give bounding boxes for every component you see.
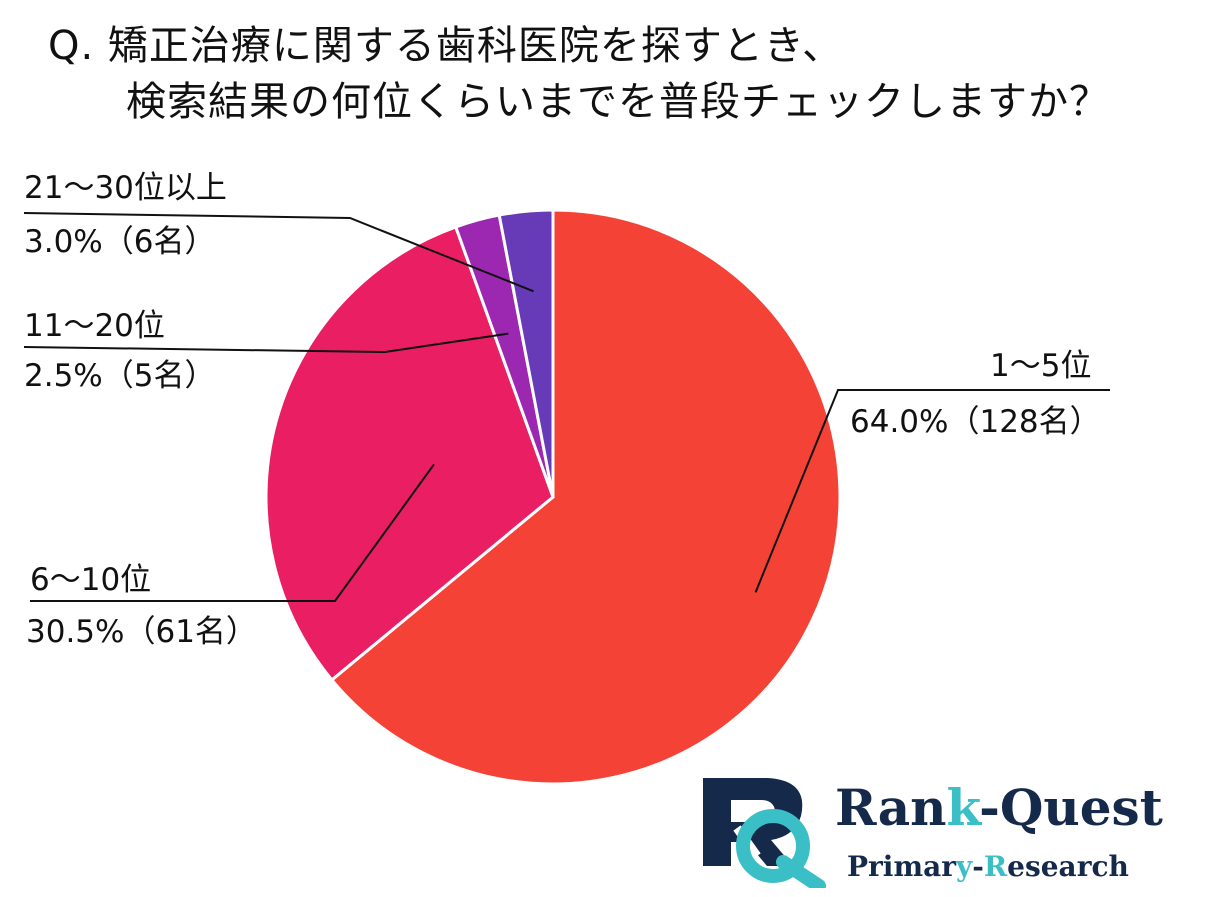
- slice-2-value: 30.5%（61名）: [26, 614, 257, 650]
- logo-name: Rank-Quest: [835, 778, 1163, 837]
- value-slice-1: 64.0%（128名）: [850, 402, 1101, 442]
- logo-sub-part-5: esearch: [1007, 850, 1129, 883]
- slice-4-value: 3.0%（6名）: [24, 224, 216, 260]
- logo-subtitle: Primary-Research: [847, 850, 1129, 883]
- slice-1-value: 64.0%（128名）: [850, 404, 1101, 440]
- rq-logo-icon: [703, 778, 826, 888]
- value-slice-2: 30.5%（61名）: [26, 612, 257, 652]
- logo-name-part-2: k: [946, 778, 980, 837]
- leader-line-1: [754, 389, 1110, 593]
- pie-slice-4: [497, 208, 555, 498]
- leader-line-4: [23, 212, 534, 293]
- logo-sub-part-4: R: [983, 850, 1008, 883]
- logo-name-part-1: Ran: [835, 778, 947, 837]
- slice-3-value: 2.5%（5名）: [24, 358, 216, 394]
- label-slice-3: 11〜20位: [24, 306, 165, 346]
- slice-2-name: 6〜10位: [30, 562, 152, 598]
- slice-3-name: 11〜20位: [24, 308, 165, 344]
- rank-quest-logo: Rank-Quest Primary-Research: [697, 770, 1197, 890]
- logo-sub-part-3: -: [972, 850, 984, 883]
- value-slice-3: 2.5%（5名）: [24, 356, 215, 396]
- slice-4-name: 21〜30位以上: [24, 170, 227, 206]
- pie-slice-1: [329, 208, 842, 786]
- leader-line-2: [30, 463, 435, 602]
- label-slice-4: 21〜30位以上: [24, 168, 227, 208]
- logo-sub-part-2: y: [955, 850, 973, 883]
- value-slice-4: 3.0%（6名）: [24, 222, 215, 262]
- chart-title: Q. 矯正治療に関する歯科医院を探すとき、 検索結果の何位くらいまでを普段チェッ…: [48, 18, 1110, 130]
- title-line-2: 検索結果の何位くらいまでを普段チェックしますか？: [126, 79, 1110, 125]
- label-slice-1: 1〜5位: [990, 346, 1091, 386]
- slice-1-name: 1〜5位: [990, 348, 1092, 384]
- pie-slice-2: [264, 225, 555, 683]
- label-slice-2: 6〜10位: [30, 560, 151, 600]
- logo-name-part-3: -Quest: [979, 778, 1163, 837]
- leader-line-3: [23, 332, 509, 354]
- title-line-1: Q. 矯正治療に関する歯科医院を探すとき、: [48, 23, 844, 69]
- logo-sub-part-1: Primar: [847, 850, 956, 883]
